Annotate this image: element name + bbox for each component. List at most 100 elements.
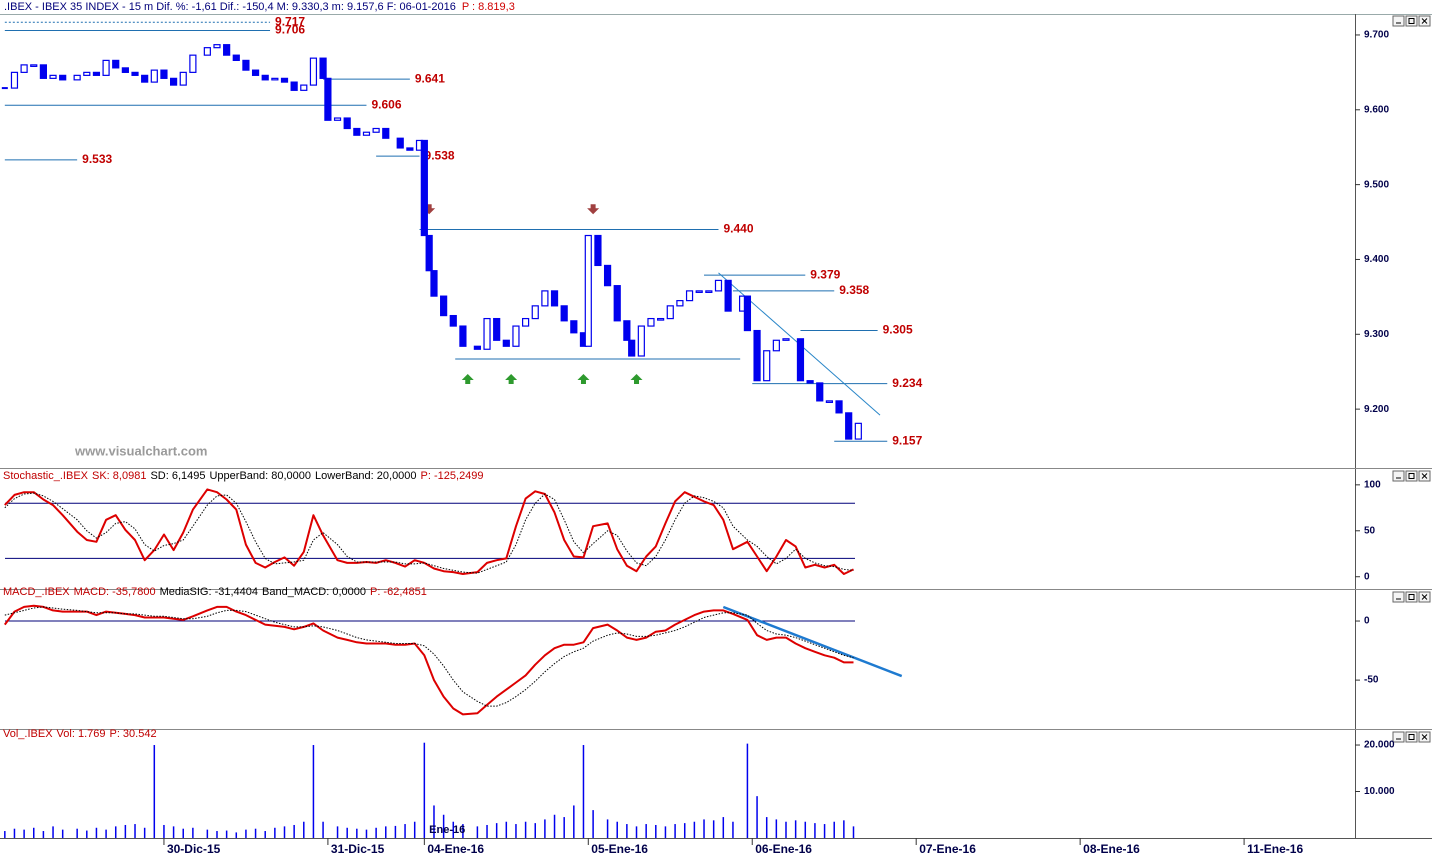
minimize-button[interactable] [1392, 591, 1405, 603]
candle [806, 380, 814, 384]
maximize-button[interactable] [1405, 731, 1418, 743]
volume-bar [245, 829, 247, 838]
candle [92, 71, 101, 76]
volume-bar [33, 827, 35, 838]
down-arrow [587, 204, 600, 215]
y-tick-label: 10.000 [1364, 786, 1395, 797]
header-item: Vol: 1.769 [57, 728, 106, 740]
volume-bar [722, 817, 725, 838]
volume-bar [172, 826, 175, 838]
volume-bar [274, 827, 276, 838]
volume-bar [303, 821, 305, 838]
candle [854, 422, 862, 440]
candle [232, 54, 240, 61]
volume-bar [322, 821, 324, 838]
button-frame [1405, 470, 1418, 482]
maximize-button[interactable] [1405, 15, 1418, 27]
level-label: 9.234 [892, 376, 922, 390]
y-tick-label: 9.400 [1364, 254, 1389, 265]
candle [531, 305, 539, 320]
candle [657, 317, 665, 321]
minimize-button[interactable] [1392, 470, 1405, 482]
candle [845, 412, 853, 440]
level-label: 9.706 [275, 23, 305, 37]
level-label: 9.606 [371, 97, 401, 111]
y-tick-label: 9.500 [1364, 179, 1389, 190]
maximize-button[interactable] [1405, 591, 1418, 603]
volume-bar [626, 824, 628, 838]
volume-bar [746, 743, 749, 838]
y-tick-label: 9.300 [1364, 329, 1389, 340]
close-button[interactable] [1418, 15, 1431, 27]
volume-bar [683, 823, 686, 838]
candle [613, 285, 621, 322]
candle [522, 317, 530, 327]
level-label: 9.305 [883, 323, 913, 337]
candle [594, 234, 602, 267]
volume-bar [42, 831, 45, 838]
candle [637, 325, 645, 357]
button-glyph [1408, 594, 1415, 600]
maximize-button[interactable] [1405, 470, 1418, 482]
annotation: Ene-16 [429, 824, 465, 836]
minimize-button[interactable] [1392, 15, 1405, 27]
y-tick-label: 0 [1364, 616, 1370, 627]
close-button[interactable] [1418, 591, 1431, 603]
header-item: P: -62,4851 [370, 586, 427, 598]
y-tick-label: 9.200 [1364, 404, 1389, 415]
level-label: 9.533 [82, 152, 112, 166]
volume-bar [206, 829, 209, 838]
button-glyph [1421, 473, 1428, 479]
candle [603, 264, 612, 287]
candle [493, 317, 501, 341]
x-tick-label: 07-Ene-16 [919, 842, 976, 856]
volume-bar [712, 820, 715, 838]
candle [280, 77, 289, 83]
candle [271, 77, 279, 81]
candle [628, 339, 636, 357]
volume-bar [433, 805, 435, 838]
candle [763, 350, 771, 382]
volume-bar [423, 742, 426, 838]
volume-bar [76, 828, 78, 838]
volume-bar [404, 824, 406, 838]
candle [550, 290, 559, 307]
candle [73, 74, 81, 81]
button-glyph [1408, 473, 1415, 479]
candle [459, 325, 467, 347]
button-glyph [1421, 18, 1428, 24]
x-tick-label: 08-Ene-16 [1083, 842, 1140, 856]
volume-bar [804, 821, 807, 838]
y-tick-label: 9.700 [1364, 30, 1389, 41]
volume-bar [254, 828, 257, 838]
volume-bar [4, 831, 6, 838]
x-tick-label: 04-Ene-16 [427, 842, 484, 856]
volume-bar [606, 819, 609, 838]
title-price: P : 8.819,3 [462, 1, 515, 13]
candle [695, 290, 703, 293]
up-arrow [630, 373, 643, 384]
candle [666, 305, 674, 320]
candle [816, 382, 824, 402]
volume-bar [486, 824, 488, 838]
volume-bar [283, 826, 286, 838]
volume-bar [225, 830, 228, 838]
candle [420, 139, 428, 237]
level-label: 9.538 [425, 148, 455, 162]
close-button[interactable] [1418, 470, 1431, 482]
volume-bar [573, 805, 575, 838]
close-button[interactable] [1418, 731, 1431, 743]
candle [112, 59, 120, 69]
volume-bar [515, 824, 517, 838]
volume-bar [814, 823, 816, 838]
x-tick-label: 30-Dic-15 [167, 842, 221, 856]
candle [560, 305, 568, 322]
minimize-button[interactable] [1392, 731, 1405, 743]
candle [121, 67, 129, 73]
volume-bar [794, 820, 797, 838]
series-line [4, 492, 854, 574]
candle [705, 290, 713, 293]
button-frame [1392, 731, 1405, 743]
volume-bar [524, 821, 527, 838]
candle [835, 400, 843, 414]
